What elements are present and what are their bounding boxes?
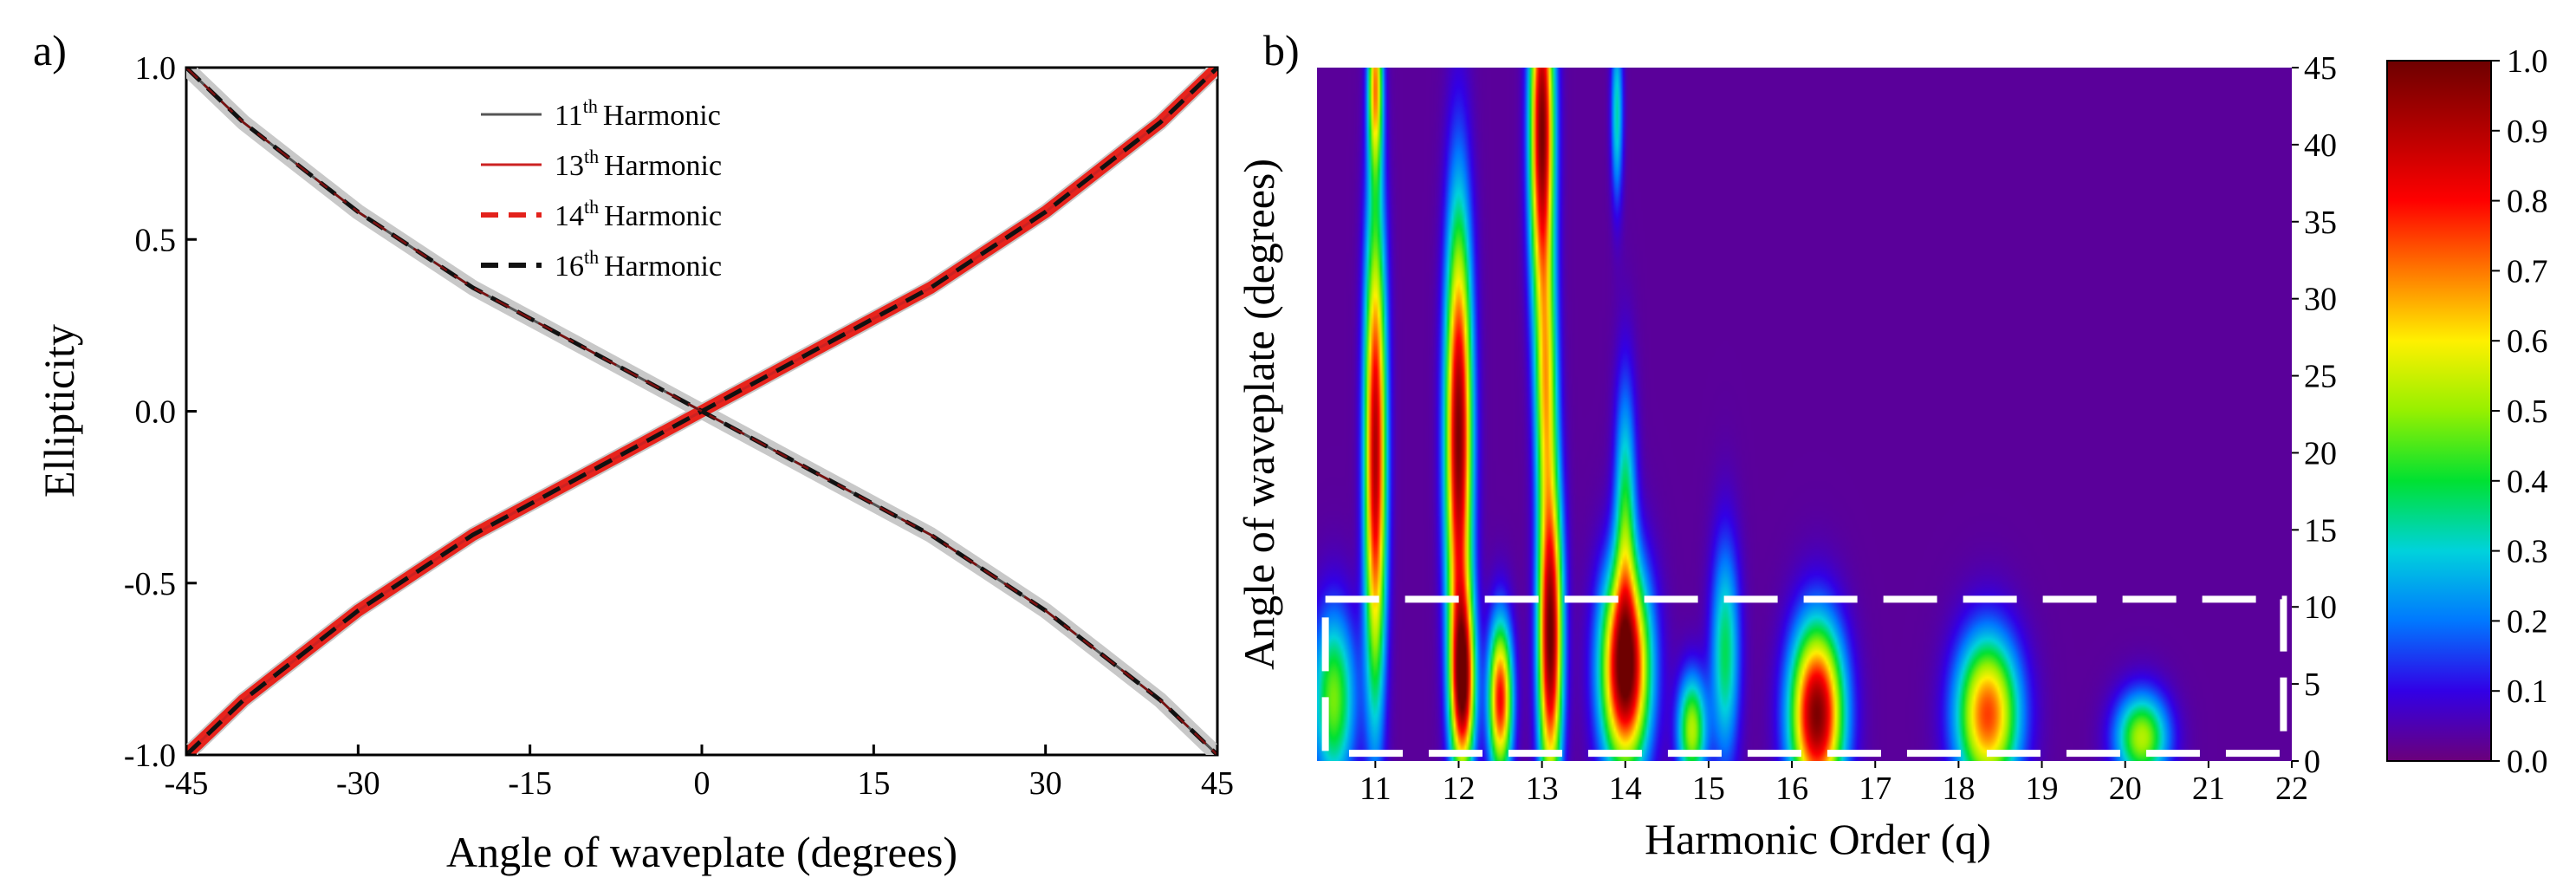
x-axis-label-a: Angle of waveplate (degrees) (446, 828, 957, 876)
x-tick-label-a: 30 (1029, 765, 1062, 802)
legend-entry-16: 16th Harmonic (555, 246, 722, 283)
legend-superscript: th (584, 246, 599, 268)
panel-a-label: a) (33, 26, 67, 75)
panel-b-axes: 11 12 13 14 15 16 17 18 19 20 21 220 5 10 15 20 25 30 35 40… (1359, 50, 2337, 807)
colorbar-tick-label: 0.4 (2507, 464, 2548, 500)
y-axis-label-b: Angle of waveplate (degrees) (1235, 159, 1283, 670)
y-tick-label-b: 10 (2304, 589, 2337, 626)
legend-entry-13: 13th Harmonic (555, 146, 722, 182)
colorbar-ticks: 0.0 0.1 0.2 0.3 0.4 0.5 0.6 0.7 0.8 0.9 1.0 (2491, 43, 2548, 780)
x-tick-label-b: 14 (1609, 771, 1642, 807)
legend-entry-11: 11th Harmonic (555, 95, 721, 132)
series-line-overlay-dec (186, 68, 1217, 755)
colorbar-tick-label: 0.1 (2507, 673, 2548, 710)
y-tick-label-b: 35 (2304, 205, 2337, 241)
colorbar-tick-label: 0.2 (2507, 603, 2548, 640)
legend-word: Harmonic (603, 100, 721, 132)
x-tick-label-b: 20 (2109, 771, 2142, 807)
y-tick-label-a: 0.5 (135, 222, 177, 258)
highlight-box (1321, 595, 2287, 758)
panel-a-series (186, 68, 1217, 755)
colorbar-tick-label: 0.5 (2507, 393, 2548, 430)
x-axis-label-b: Harmonic Order (q) (1645, 815, 1991, 863)
y-tick-label-b: 25 (2304, 359, 2337, 395)
x-tick-label-b: 19 (2026, 771, 2059, 807)
colorbar-tick-label: 0.8 (2507, 184, 2548, 220)
x-tick-label-a: -30 (336, 765, 380, 802)
colorbar-tick-label: 0.0 (2507, 744, 2548, 780)
colorbar-tick-label: 1.0 (2507, 43, 2548, 80)
y-tick-label-b: 30 (2304, 282, 2337, 318)
y-axis-label-a: Ellipticity (35, 324, 83, 498)
legend-number: 13 (555, 150, 584, 182)
colorbar-tick-label: 0.3 (2507, 534, 2548, 570)
y-tick-label-a: 1.0 (135, 50, 177, 87)
y-tick-label-b: 40 (2304, 127, 2337, 164)
legend-number: 16 (555, 250, 584, 283)
y-tick-label-b: 20 (2304, 435, 2337, 472)
x-tick-label-a: 15 (857, 765, 890, 802)
y-tick-label-a: -1.0 (124, 738, 176, 774)
x-tick-label-a: 45 (1201, 765, 1234, 802)
x-tick-label-b: 18 (1942, 771, 1975, 807)
y-tick-label-a: 0.0 (135, 394, 177, 431)
x-tick-label-a: -45 (165, 765, 209, 802)
legend-number: 11 (555, 100, 583, 132)
legend-superscript: th (584, 146, 599, 167)
legend-superscript: th (583, 95, 598, 117)
y-tick-label-a: -0.5 (124, 566, 176, 602)
y-tick-label-b: 45 (2304, 50, 2337, 87)
x-tick-label-a: 0 (694, 765, 711, 802)
panel-a-ellipticity-chart: a) -45 -30 -15 0 15 30 45-1.0-0.50.00.51.0 11t… (33, 26, 1234, 876)
y-tick-label-b: 15 (2304, 512, 2337, 549)
colorbar-tick-label: 0.6 (2507, 323, 2548, 360)
colorbar (2386, 60, 2492, 762)
x-tick-label-b: 12 (1442, 771, 1475, 807)
x-tick-label-b: 22 (2275, 771, 2308, 807)
x-tick-label-b: 16 (1775, 771, 1808, 807)
colorbar-tick-label: 0.9 (2507, 114, 2548, 150)
x-tick-label-b: 13 (1526, 771, 1559, 807)
legend-word: Harmonic (604, 200, 722, 232)
panel-b-label: b) (1263, 26, 1300, 75)
legend-entry-14: 14th Harmonic (555, 196, 722, 232)
panel-a-axes: -45 -30 -15 0 15 30 45 -1.0 -0.5 0.0 0.5 1.0 (124, 50, 1234, 802)
panel-b-heatmap: b) 11 12 13 14 15 16 17 18 19 20 21 220 5 10 15 20 25 30 3… (1235, 26, 2548, 863)
y-tick-label-b: 0 (2304, 744, 2320, 780)
x-tick-label-b: 15 (1692, 771, 1725, 807)
legend-number: 14 (555, 200, 584, 232)
legend-superscript: th (584, 196, 599, 218)
y-tick-label-b: 5 (2304, 667, 2320, 703)
x-tick-label-b: 11 (1359, 771, 1392, 807)
x-tick-label-b: 21 (2192, 771, 2225, 807)
x-tick-label-a: -15 (508, 765, 552, 802)
legend-word: Harmonic (604, 150, 722, 182)
legend-word: Harmonic (604, 250, 722, 283)
colorbar-tick-label: 0.7 (2507, 253, 2548, 289)
x-tick-label-b: 17 (1859, 771, 1891, 807)
heatmap-image (1317, 68, 2292, 761)
